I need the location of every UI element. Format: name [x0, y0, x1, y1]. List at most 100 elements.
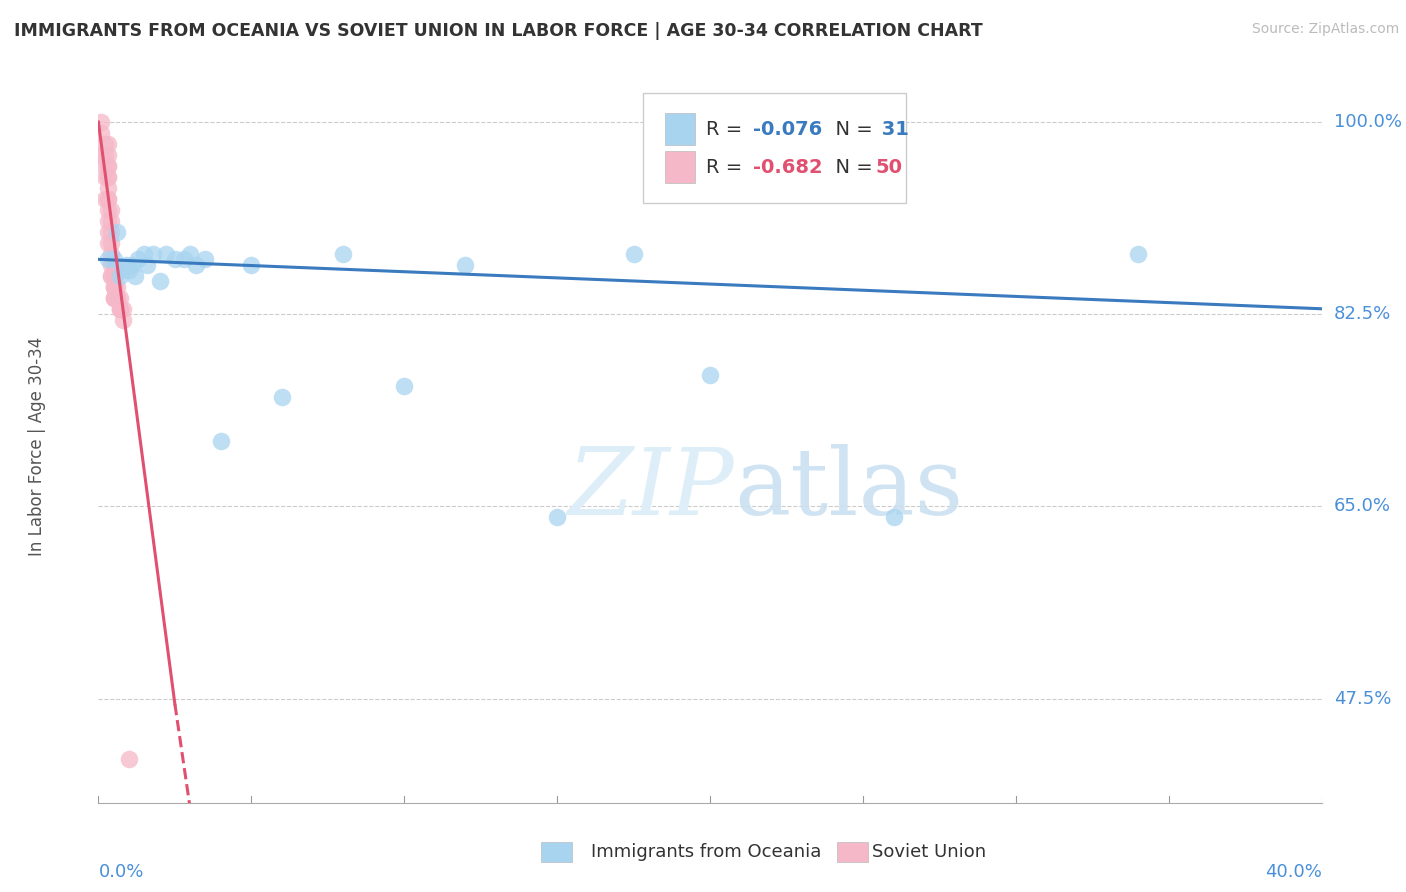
Point [883, 510, 905, 524]
Point [100, 202, 122, 217]
Point [546, 510, 568, 524]
Point [97, 137, 120, 152]
Point [623, 247, 645, 261]
Text: R =: R = [706, 158, 749, 178]
Point [332, 247, 354, 261]
Point [103, 258, 125, 272]
Bar [541, 842, 572, 862]
Point [105, 291, 128, 305]
Point [97, 169, 120, 184]
Point [103, 268, 125, 283]
Text: N =: N = [823, 120, 879, 138]
Point [105, 280, 128, 294]
Point [111, 312, 134, 326]
Point [149, 274, 172, 288]
Point [100, 235, 122, 250]
Point [97, 159, 120, 173]
Point [240, 258, 263, 272]
Point [97, 202, 120, 217]
Point [103, 268, 125, 283]
Point [173, 252, 195, 267]
Point [454, 258, 477, 272]
Point [209, 434, 232, 448]
Text: N =: N = [823, 158, 879, 178]
Text: R =: R = [706, 120, 749, 138]
Point [155, 247, 177, 261]
Point [103, 280, 125, 294]
Point [142, 247, 165, 261]
Point [105, 291, 128, 305]
Point [90, 115, 112, 129]
Point [97, 148, 120, 162]
Point [100, 268, 122, 283]
Text: 50: 50 [875, 158, 903, 178]
Text: 0.0%: 0.0% [98, 863, 143, 881]
Point [97, 192, 120, 206]
Point [97, 225, 120, 239]
Text: 47.5%: 47.5% [1334, 690, 1392, 707]
Text: IMMIGRANTS FROM OCEANIA VS SOVIET UNION IN LABOR FORCE | AGE 30-34 CORRELATION C: IMMIGRANTS FROM OCEANIA VS SOVIET UNION … [14, 22, 983, 40]
Point [100, 258, 122, 272]
Point [392, 378, 416, 392]
Point [103, 258, 125, 272]
Point [100, 247, 122, 261]
Point [93, 137, 115, 152]
Point [108, 301, 131, 316]
Point [108, 301, 131, 316]
Text: 65.0%: 65.0% [1334, 498, 1391, 516]
Point [118, 263, 141, 277]
Point [699, 368, 721, 382]
Point [105, 225, 128, 239]
Point [97, 192, 120, 206]
Text: 31: 31 [875, 120, 910, 138]
FancyBboxPatch shape [643, 93, 905, 203]
Point [93, 169, 115, 184]
Point [111, 301, 134, 316]
Point [270, 390, 292, 404]
FancyBboxPatch shape [665, 152, 696, 184]
Point [100, 225, 122, 239]
Text: 40.0%: 40.0% [1265, 863, 1322, 881]
Point [100, 268, 122, 283]
Point [103, 291, 125, 305]
FancyBboxPatch shape [665, 112, 696, 145]
Point [1128, 247, 1150, 261]
Text: In Labor Force | Age 30-34: In Labor Force | Age 30-34 [28, 336, 46, 556]
Text: ZIP: ZIP [568, 444, 734, 533]
Point [97, 252, 120, 267]
Point [108, 268, 131, 283]
Text: Soviet Union: Soviet Union [872, 843, 986, 861]
Point [103, 280, 125, 294]
Point [136, 258, 159, 272]
Text: Immigrants from Oceania: Immigrants from Oceania [591, 843, 821, 861]
Text: 82.5%: 82.5% [1334, 305, 1391, 323]
Point [127, 252, 149, 267]
Point [90, 148, 112, 162]
Point [163, 252, 186, 267]
Point [115, 258, 138, 272]
Point [179, 247, 201, 261]
Point [103, 258, 125, 272]
Text: -0.682: -0.682 [752, 158, 823, 178]
Point [103, 280, 125, 294]
Point [90, 126, 112, 140]
Point [186, 258, 208, 272]
Point [108, 291, 131, 305]
Point [103, 291, 125, 305]
Point [97, 181, 120, 195]
Point [103, 291, 125, 305]
Point [103, 252, 125, 267]
Point [97, 159, 120, 173]
Text: Source: ZipAtlas.com: Source: ZipAtlas.com [1251, 22, 1399, 37]
Point [124, 268, 146, 283]
Text: atlas: atlas [734, 444, 963, 533]
Text: 100.0%: 100.0% [1334, 113, 1402, 131]
Point [97, 235, 120, 250]
Point [118, 752, 141, 766]
Point [134, 247, 156, 261]
Point [100, 214, 122, 228]
Point [97, 169, 120, 184]
Point [97, 214, 120, 228]
Point [194, 252, 217, 267]
Bar [837, 842, 868, 862]
